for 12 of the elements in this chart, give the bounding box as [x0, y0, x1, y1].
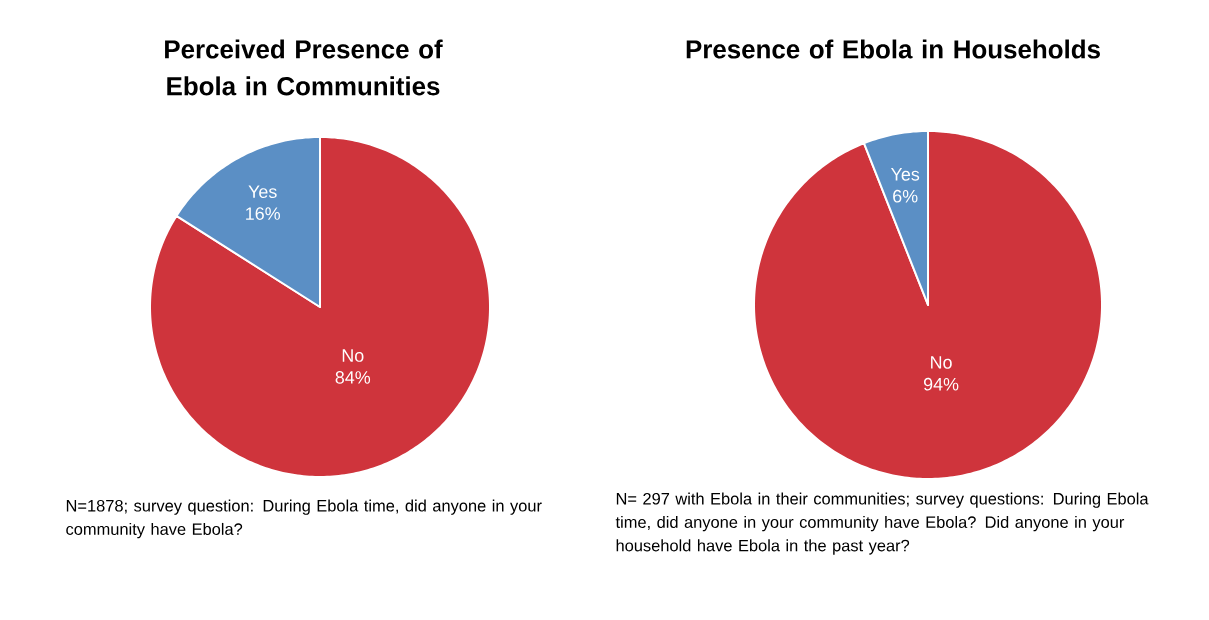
- chart-title: Perceived Presence of Ebola in Communities: [165, 39, 443, 96]
- text: N=1878; survey question: During Ebola time, did anyone in your community have Ebola?: [66, 499, 542, 539]
- data-label: 16%: [246, 207, 280, 220]
- data-label: 6%: [893, 189, 918, 203]
- slice-label: No: [931, 356, 952, 369]
- slice-label: Yes: [890, 168, 920, 181]
- data-label: 84%: [335, 371, 371, 384]
- slice-label: No: [342, 349, 364, 362]
- slice-label: Yes: [248, 185, 277, 198]
- data-label: 94%: [923, 377, 959, 391]
- chart-title: Presence of Ebola in Households: [686, 39, 1100, 59]
- text: N= 297 with Ebola in their communities; survey questions: During Ebola time, did anyone in your community have Ebola? Did anyone in your household have Ebola in the past year?: [615, 492, 1149, 555]
